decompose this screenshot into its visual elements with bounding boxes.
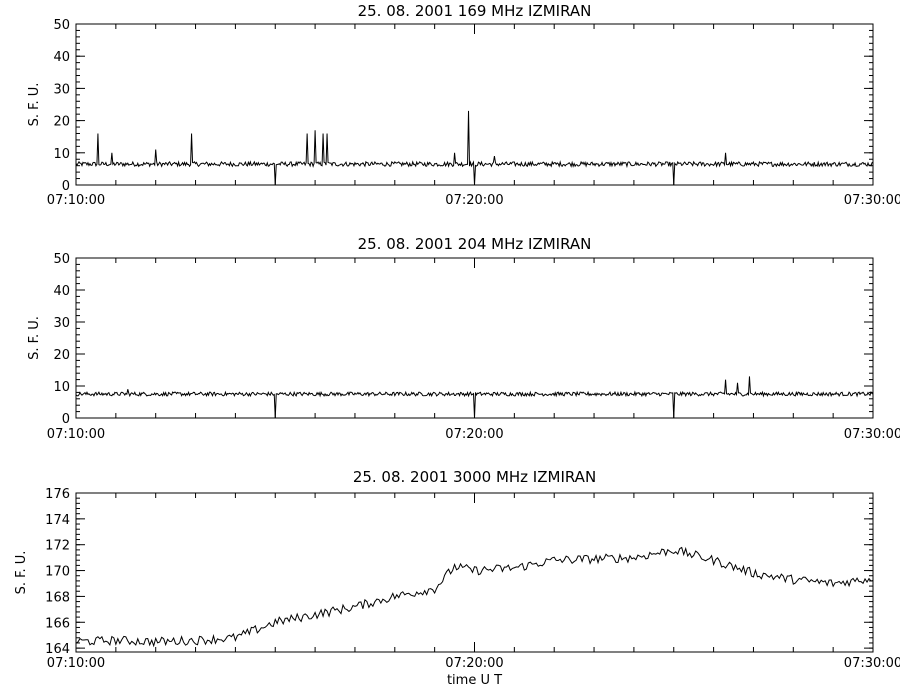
- x-tick-label: 07:20:00: [445, 193, 503, 208]
- x-tick-label: 07:20:00: [445, 656, 503, 671]
- y-tick-label: 0: [62, 412, 70, 427]
- x-tick-label: 07:20:00: [445, 427, 503, 442]
- y-tick-label: 10: [53, 380, 70, 395]
- y-tick-label: 20: [53, 348, 70, 363]
- x-tick-label: 07:10:00: [47, 193, 105, 208]
- y-tick-label: 166: [45, 616, 70, 631]
- y-tick-label: 170: [45, 565, 70, 580]
- y-tick-label: 168: [45, 590, 70, 605]
- x-axis-label: time U T: [447, 673, 502, 688]
- y-tick-label: 176: [45, 487, 70, 502]
- plot-frame: [75, 492, 874, 653]
- y-tick-label: 0: [62, 179, 70, 194]
- y-tick-label: 20: [53, 115, 70, 130]
- chart-title: 25. 08. 2001 204 MHz IZMIRAN: [358, 235, 592, 253]
- x-tick-label: 07:30:00: [844, 193, 900, 208]
- y-tick-label: 40: [53, 50, 70, 65]
- y-tick-label: 30: [53, 316, 70, 331]
- y-axis-label: S. F. U.: [14, 551, 29, 595]
- x-tick-label: 07:10:00: [47, 656, 105, 671]
- y-tick-label: 50: [53, 252, 70, 267]
- y-tick-label: 164: [45, 642, 70, 657]
- y-tick-label: 40: [53, 284, 70, 299]
- flux-series-line: [75, 376, 874, 419]
- flux-series-line: [75, 110, 874, 186]
- y-tick-label: 172: [45, 539, 70, 554]
- x-tick-label: 07:30:00: [844, 656, 900, 671]
- x-tick-label: 07:10:00: [47, 427, 105, 442]
- y-tick-label: 174: [45, 513, 70, 528]
- flux-series-line: [75, 546, 874, 648]
- chart-title: 25. 08. 2001 169 MHz IZMIRAN: [358, 2, 592, 20]
- plot-frame: [75, 23, 874, 186]
- y-tick-label: 30: [53, 82, 70, 97]
- chart-title: 25. 08. 2001 3000 MHz IZMIRAN: [353, 468, 596, 486]
- y-axis-label: S. F. U.: [27, 83, 42, 127]
- x-tick-label: 07:30:00: [844, 427, 900, 442]
- y-tick-label: 10: [53, 147, 70, 162]
- y-axis-label: S. F. U.: [27, 316, 42, 360]
- y-tick-label: 50: [53, 18, 70, 33]
